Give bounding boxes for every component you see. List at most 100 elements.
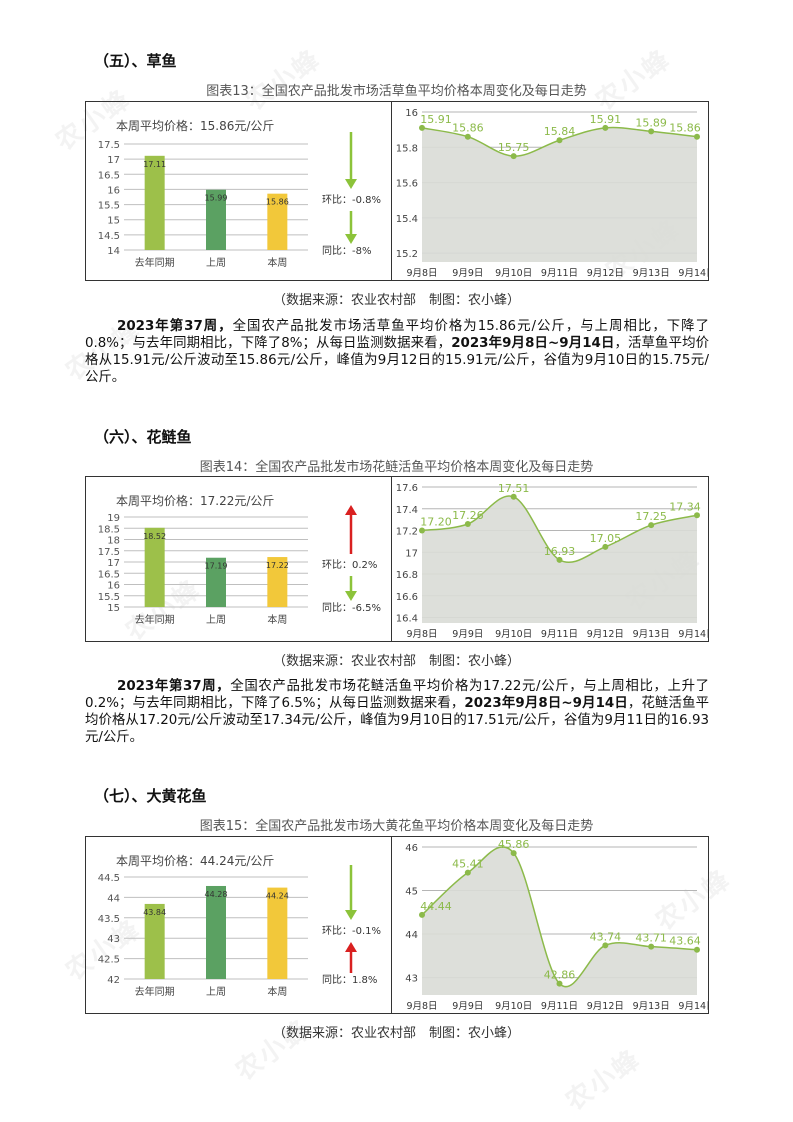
- watermark-text: 农小蜂: [560, 1044, 647, 1117]
- y-tick-label: 15.2: [396, 249, 418, 260]
- area-fill: [422, 127, 697, 263]
- y-tick-label: 15.8: [396, 143, 418, 154]
- arrow-up-icon: [345, 942, 357, 973]
- x-tick-label: 本周: [267, 256, 287, 269]
- figure-source: （数据来源：农业农村部 制图：农小蜂）: [272, 654, 520, 669]
- y-tick-label: 18.5: [98, 524, 120, 535]
- data-point: [602, 124, 609, 131]
- data-point: [694, 512, 700, 519]
- bar-value-label: 18.52: [143, 532, 166, 541]
- x-tick-label: 9月12日: [587, 268, 624, 279]
- x-tick-label: 9月11日: [541, 629, 578, 640]
- figure-caption: 图表13：全国农产品批发市场活草鱼平均价格本周变化及每日走势: [206, 84, 587, 99]
- bar-value-label: 15.86: [266, 198, 289, 207]
- yoy-change-label: 同比：-8%: [322, 245, 371, 257]
- data-point: [510, 850, 517, 857]
- para-text: 全国农产品批发市场活草鱼平均价格为15.86元/公斤，与上周相比，下降了0.8%…: [85, 319, 709, 351]
- y-tick-label: 15.5: [98, 592, 120, 603]
- y-tick-label: 17: [107, 558, 120, 569]
- analysis-paragraph: 2023年第37周，全国农产品批发市场花鲢活鱼平均价格为17.22元/公斤，与上…: [85, 678, 709, 746]
- data-label: 16.93: [544, 545, 576, 558]
- data-label: 44.44: [420, 900, 452, 913]
- x-tick-label: 上周: [206, 986, 226, 998]
- y-tick-label: 45: [405, 887, 418, 898]
- arrow-down-icon: [345, 576, 357, 601]
- mom-change-label: 环比：-0.8%: [322, 194, 381, 206]
- y-tick-label: 44: [405, 930, 418, 941]
- data-point: [556, 137, 563, 144]
- bar-chart-title: 本周平均价格：15.86元/公斤: [116, 118, 274, 133]
- y-tick-label: 16.6: [396, 592, 418, 603]
- x-tick-label: 本周: [267, 985, 287, 998]
- bar: [267, 557, 288, 607]
- bar: [267, 887, 288, 979]
- arrow-down-icon: [345, 211, 357, 244]
- y-tick-label: 42: [107, 975, 120, 986]
- y-tick-label: 14: [107, 246, 120, 257]
- bar-value-label: 15.99: [205, 194, 228, 203]
- bar-chart-title: 本周平均价格：17.22元/公斤: [116, 493, 274, 508]
- x-tick-label: 9月14日: [678, 268, 708, 279]
- bar: [206, 885, 226, 979]
- bar-value-label: 17.11: [143, 160, 166, 169]
- x-tick-label: 9月14日: [678, 1001, 708, 1012]
- data-point: [694, 946, 700, 953]
- y-tick-label: 15.6: [396, 179, 418, 190]
- x-tick-label: 9月8日: [406, 1001, 437, 1012]
- area-fill: [422, 495, 697, 623]
- data-label: 17.34: [669, 500, 701, 513]
- x-tick-label: 9月13日: [633, 268, 670, 279]
- x-tick-label: 9月14日: [678, 629, 708, 640]
- y-tick-label: 14.5: [98, 231, 120, 242]
- data-point: [602, 543, 609, 550]
- data-label: 17.25: [635, 510, 667, 523]
- y-tick-label: 15: [107, 216, 120, 227]
- bar: [144, 527, 165, 607]
- data-label: 17.26: [452, 509, 484, 522]
- mom-change-label: 环比：-0.1%: [322, 925, 381, 937]
- data-point: [464, 133, 471, 140]
- para-bold: 2023年第37周，: [117, 679, 231, 694]
- section-heading: （六）、花鲢鱼: [94, 428, 192, 446]
- data-label: 43.71: [635, 932, 667, 945]
- y-tick-label: 17.5: [98, 140, 120, 151]
- x-tick-label: 本周: [267, 613, 287, 626]
- y-tick-label: 43.5: [98, 914, 120, 925]
- section-heading: （七）、大黄花鱼: [94, 787, 207, 805]
- y-tick-label: 16.5: [98, 170, 120, 181]
- y-tick-label: 16: [405, 108, 418, 119]
- data-point: [464, 520, 471, 527]
- x-tick-label: 9月10日: [495, 629, 532, 640]
- data-label: 17.20: [420, 516, 452, 529]
- y-tick-label: 44: [107, 893, 120, 904]
- x-tick-label: 9月10日: [495, 268, 532, 279]
- bar-value-label: 17.19: [205, 562, 228, 571]
- data-point: [556, 980, 563, 987]
- para-text: 全国农产品批发市场花鲢活鱼平均价格为17.22元/公斤，与上周相比，上升了0.2…: [85, 679, 710, 711]
- data-label: 15.91: [420, 113, 452, 126]
- bar-value-label: 17.22: [266, 561, 289, 570]
- x-tick-label: 9月10日: [495, 1001, 532, 1012]
- data-point: [556, 556, 563, 563]
- data-label: 15.84: [544, 125, 576, 138]
- data-label: 15.86: [669, 122, 701, 135]
- y-tick-label: 17.5: [98, 547, 120, 558]
- figure-box: 本周平均价格：17.22元/公斤 19 18.5 18 17.5 17 16.5 16 15.5…: [85, 476, 709, 642]
- arrow-down-icon: [345, 132, 357, 189]
- bar: [144, 903, 165, 979]
- line-chart: 17.6 17.4 17.2 17 16.8 16.6 16.4 17.20 9月8日 17.26…: [396, 482, 708, 640]
- data-point: [694, 133, 700, 140]
- bar-chart: 本周平均价格：17.22元/公斤 1918.51817.51716.51615.5…: [98, 493, 381, 626]
- data-label: 43.64: [669, 935, 701, 948]
- figure-divider: [391, 837, 392, 1013]
- y-tick-label: 16.5: [98, 569, 120, 580]
- arrow-up-icon: [345, 505, 357, 554]
- y-tick-label: 42.5: [98, 955, 120, 966]
- area-fill: [422, 846, 697, 995]
- figure-source: （数据来源：农业农村部 制图：农小蜂）: [272, 1026, 520, 1041]
- y-tick-label: 16: [107, 185, 120, 196]
- x-tick-label: 9月11日: [541, 1001, 578, 1012]
- y-tick-label: 17.6: [396, 483, 418, 494]
- data-point: [419, 527, 425, 534]
- data-label: 42.86: [544, 969, 576, 982]
